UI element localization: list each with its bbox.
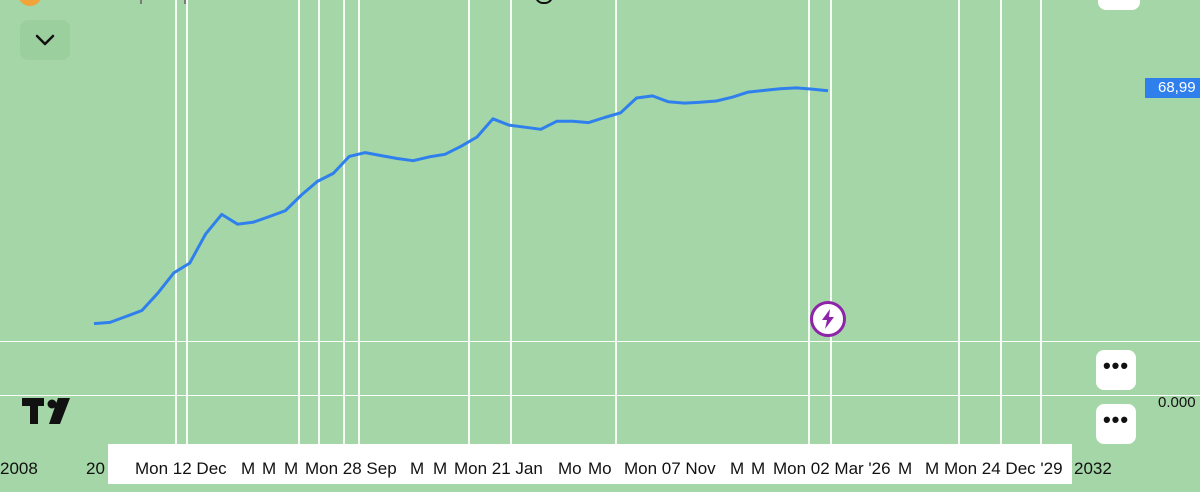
time-axis-label: M	[241, 459, 256, 478]
time-axis-label: Mon 28 Sep	[305, 459, 397, 478]
time-axis-label: Mon 21 Jan	[454, 459, 543, 478]
time-axis-label-right: 2032	[1074, 459, 1112, 478]
time-axis-label-left: 2008	[0, 459, 38, 478]
time-axis-label: Mon 07 Nov	[624, 459, 716, 478]
grid-line-vertical	[510, 0, 512, 444]
grid-line-vertical	[358, 0, 360, 444]
more-dots-icon: •••	[1102, 353, 1130, 378]
grid-line-vertical	[958, 0, 960, 444]
tradingview-logo-icon	[22, 398, 70, 424]
time-axis-label: M	[730, 459, 745, 478]
series-line-group	[93, 86, 829, 326]
time-axis-label: M	[925, 459, 940, 478]
time-axis-label: M	[262, 459, 277, 478]
more-options-button-secondary[interactable]: •••	[1096, 404, 1136, 444]
grid-line-vertical	[808, 0, 810, 444]
top-orange-button[interactable]	[18, 0, 42, 6]
top-tick	[140, 0, 142, 4]
time-axis-label: M	[433, 459, 448, 478]
grid-line-vertical	[615, 0, 617, 444]
grid-line-vertical	[830, 0, 832, 444]
time-axis-label: Mon 12 Dec	[135, 459, 227, 478]
time-axis-label: M	[410, 459, 425, 478]
top-tick	[184, 0, 186, 4]
last-price-label: 68,99	[1145, 78, 1200, 98]
grid-line-horizontal	[0, 395, 1200, 396]
chevron-down-icon	[35, 34, 55, 46]
grid-line-vertical	[343, 0, 345, 444]
more-dots-icon: •••	[1102, 407, 1130, 432]
time-axis-label: M	[284, 459, 299, 478]
time-axis-label: M	[751, 459, 766, 478]
grid-line-vertical	[1000, 0, 1002, 444]
time-axis-bar[interactable]	[108, 444, 1072, 484]
price-chart[interactable]	[0, 0, 1200, 444]
top-right-button[interactable]	[1098, 0, 1140, 10]
grid-line-vertical	[468, 0, 470, 444]
series-line	[93, 86, 829, 326]
more-options-button[interactable]: •••	[1096, 350, 1136, 390]
lightning-marker[interactable]	[810, 301, 846, 337]
time-axis-label: M	[898, 459, 913, 478]
grid-line-horizontal	[0, 341, 1200, 342]
grid-line-vertical	[318, 0, 320, 444]
grid-line-vertical	[175, 0, 177, 444]
collapse-button[interactable]	[20, 20, 70, 60]
grid-line-vertical	[298, 0, 300, 444]
time-axis-label: Mon 02 Mar '26	[773, 459, 891, 478]
time-axis-label: Mo	[558, 459, 582, 478]
grid-line-vertical	[1040, 0, 1042, 444]
grid-line-vertical	[186, 0, 188, 444]
time-axis-label-partial: 20	[86, 459, 105, 478]
price-scale-zero-label: 0.000	[1158, 394, 1196, 411]
lightning-icon	[822, 309, 834, 329]
time-axis-label: Mo	[588, 459, 612, 478]
time-axis-label: Mon 24 Dec '29	[944, 459, 1063, 478]
